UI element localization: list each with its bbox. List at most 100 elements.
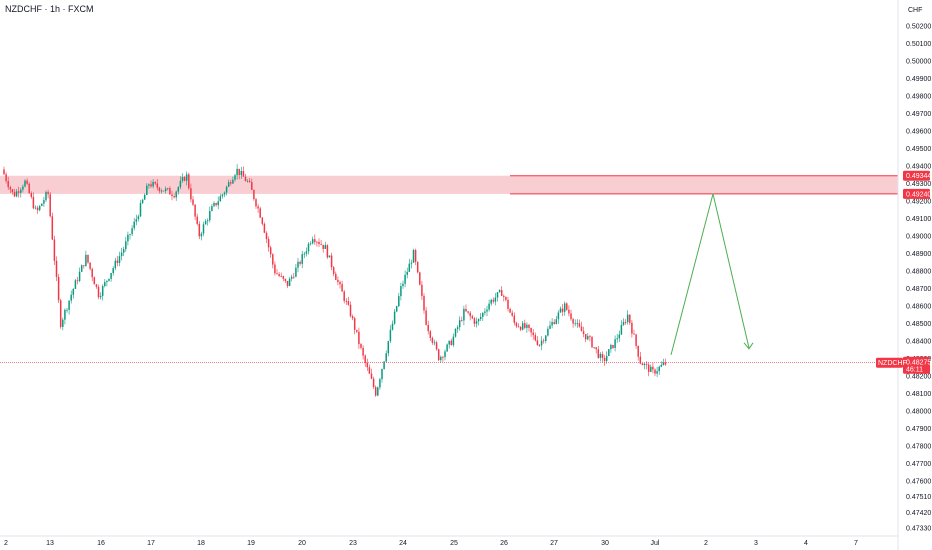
time-tick: 16 <box>97 540 105 547</box>
candle <box>500 286 503 296</box>
candle <box>645 361 648 370</box>
candle <box>463 305 465 326</box>
candle <box>540 336 543 351</box>
candle <box>127 231 129 246</box>
candle <box>223 191 226 198</box>
candle <box>620 320 623 335</box>
candle <box>561 304 564 317</box>
candle <box>72 288 75 299</box>
candle <box>587 333 589 341</box>
candle <box>129 233 131 240</box>
candle <box>364 354 366 367</box>
time-tick: 4 <box>804 540 808 547</box>
candle <box>53 235 56 266</box>
candle <box>154 181 156 186</box>
candle <box>511 310 513 317</box>
candle <box>99 292 102 300</box>
candle <box>454 328 457 338</box>
candle <box>517 323 520 328</box>
time-tick: 3 <box>754 540 758 547</box>
candle <box>11 188 14 195</box>
candle <box>408 258 411 272</box>
candle <box>64 308 66 325</box>
candle <box>36 205 39 214</box>
candle <box>414 248 417 266</box>
projection-path[interactable] <box>670 193 750 355</box>
candle <box>255 197 257 209</box>
candle <box>578 319 581 328</box>
candle <box>225 185 228 196</box>
candle <box>612 344 614 349</box>
candle <box>41 203 43 207</box>
candle <box>423 293 425 314</box>
candle <box>55 256 58 282</box>
candle <box>307 242 310 255</box>
candle <box>429 330 432 342</box>
candle <box>139 199 142 218</box>
time-axis[interactable]: 2 13 16 17 18 19 20 23 24 25 26 27 30 Jul 2 3 4 7 <box>0 535 898 547</box>
candle <box>509 307 511 313</box>
candles <box>3 164 667 397</box>
candle <box>164 186 167 194</box>
candle <box>181 173 184 183</box>
candle <box>156 179 159 191</box>
price-tick: 0.49600 <box>906 128 931 135</box>
candle <box>534 332 537 342</box>
candle <box>574 319 576 327</box>
candle <box>76 276 79 285</box>
candle <box>479 313 482 322</box>
price-axis[interactable]: CHF 0.50200 0.50100 0.50000 0.49900 0.49800 0.… <box>897 0 932 550</box>
candle <box>303 251 306 259</box>
candle <box>185 171 188 186</box>
candle <box>253 189 255 201</box>
candle <box>74 279 77 290</box>
candle <box>664 358 667 366</box>
candle <box>213 201 215 208</box>
candle <box>24 179 26 188</box>
candle <box>542 338 545 344</box>
candle <box>498 289 501 293</box>
zone-bottom-tag: 0.49240 <box>903 188 931 199</box>
candle <box>545 334 547 344</box>
candle <box>387 340 390 357</box>
candle <box>349 301 352 318</box>
price-tick: 0.48700 <box>906 286 931 293</box>
candle <box>309 241 312 246</box>
resistance-zone <box>0 175 898 195</box>
candle <box>137 214 140 222</box>
candle <box>484 308 486 316</box>
candle <box>217 196 219 210</box>
candle <box>507 296 509 312</box>
candle <box>450 338 453 346</box>
candle <box>647 362 650 377</box>
candle <box>43 196 45 207</box>
candle <box>469 311 471 321</box>
candle <box>87 254 89 264</box>
candle <box>183 176 186 182</box>
candle <box>5 172 7 184</box>
candle <box>360 343 362 350</box>
candle <box>402 280 404 289</box>
candle <box>326 244 329 259</box>
price-tick: 0.49100 <box>906 216 931 223</box>
candle <box>412 248 415 264</box>
candle <box>276 269 278 275</box>
candle <box>141 198 144 205</box>
arrow-head <box>743 342 754 350</box>
candle <box>177 186 180 195</box>
candle <box>169 186 171 195</box>
candle <box>404 270 406 288</box>
candle <box>635 333 637 349</box>
candle <box>269 245 272 258</box>
candle <box>343 289 345 304</box>
candle <box>57 273 60 304</box>
price-tick: 0.47800 <box>906 443 931 450</box>
candle <box>316 240 318 247</box>
candle <box>22 184 24 193</box>
candle <box>366 358 369 371</box>
candle <box>62 317 64 331</box>
candle <box>314 234 316 245</box>
candle <box>135 214 138 226</box>
